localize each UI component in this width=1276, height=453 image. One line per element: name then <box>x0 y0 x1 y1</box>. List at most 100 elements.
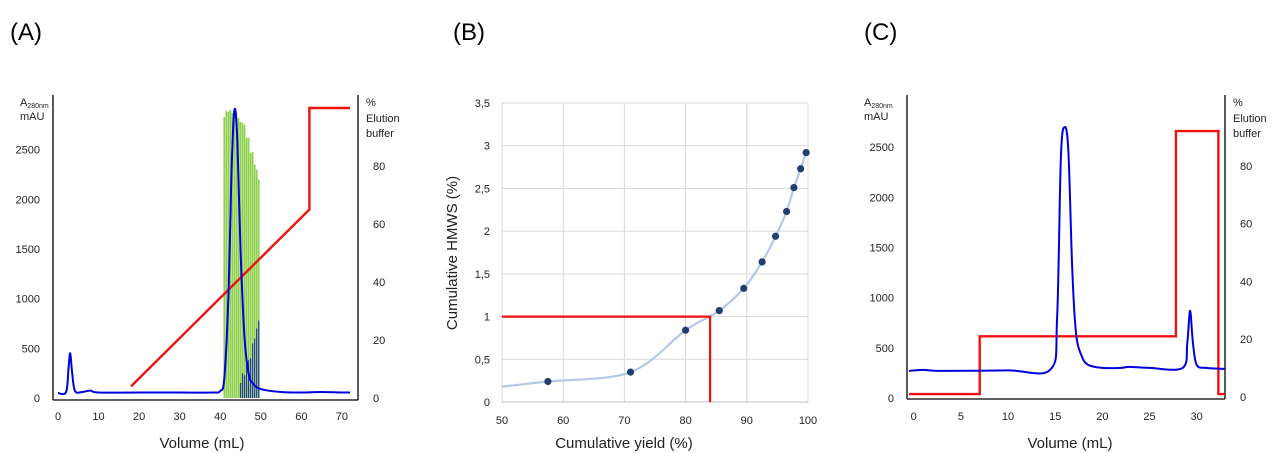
cutoff-line-b <box>502 315 712 402</box>
x-axis-label-a: Volume (mL) <box>159 435 244 452</box>
y-tick-label-b: 2,5 <box>475 183 490 195</box>
x-tick-label-a: 70 <box>336 411 348 423</box>
left-tick-label-c: 1000 <box>870 293 894 305</box>
fraction-bar-green <box>245 137 248 398</box>
data-point-b <box>782 207 791 216</box>
fraction-bar-green <box>231 112 234 398</box>
right-tick-label-a: 60 <box>373 219 385 231</box>
fraction-bar-blue <box>248 360 250 398</box>
left-axis-unit-c-1: A280nm <box>864 97 893 110</box>
chart-b: (B) 50 60 70 80 90 100 0 0,5 1 1,5 2 2,5 3 3,5 Cumula… <box>444 19 817 452</box>
data-point-b <box>758 258 766 266</box>
right-tick-label-a: 20 <box>373 335 385 347</box>
x-tick-label-a: 10 <box>92 411 104 423</box>
panel-label-a: (A) <box>10 19 42 46</box>
right-tick-label-c: 0 <box>1240 392 1246 404</box>
panel-label-b: (B) <box>453 19 485 46</box>
x-tick-label-c: 25 <box>1143 411 1155 423</box>
axes-b: 50 60 70 80 90 100 0 0,5 1 1,5 2 2,5 3 3,5 <box>475 98 817 427</box>
right-tick-label-c: 20 <box>1240 334 1252 346</box>
fraction-bar-blue <box>258 320 260 398</box>
y-tick-label-b: 3,5 <box>475 98 490 110</box>
left-tick-label-c: 500 <box>876 343 894 355</box>
x-tick-label-b: 50 <box>496 415 508 427</box>
right-tick-label-c: 60 <box>1240 219 1252 231</box>
fraction-bar-blue <box>239 383 242 398</box>
data-point-b <box>682 326 690 334</box>
fraction-bar-green <box>223 116 226 399</box>
right-axis-unit-a-2: Elution <box>366 113 400 125</box>
right-axis-unit-a-1: % <box>366 97 376 109</box>
x-tick-label-b: 80 <box>679 415 691 427</box>
fraction-bar-green <box>253 164 256 398</box>
left-tick-label-a: 1500 <box>16 244 40 256</box>
absorbance-line-c <box>908 125 1226 375</box>
fraction-bar-green <box>227 111 230 399</box>
lines-a <box>57 106 351 396</box>
fraction-bar-blue <box>245 363 248 398</box>
fraction-bar-green <box>237 117 240 398</box>
left-tick-label-a: 2500 <box>16 145 40 157</box>
right-tick-label-c: 80 <box>1240 161 1252 173</box>
lines-b <box>501 148 810 402</box>
right-tick-label-c: 40 <box>1240 276 1252 288</box>
right-axis-unit-c-1: % <box>1233 97 1243 109</box>
left-tick-label-a: 0 <box>34 393 40 405</box>
left-tick-label-c: 1500 <box>870 242 894 254</box>
y-axis-label-b: Cumulative HMWS (%) <box>444 176 461 330</box>
x-tick-label-b: 60 <box>557 415 569 427</box>
chart-a: (A) 0 10 20 30 40 50 60 70050010001500200025000… <box>10 19 400 452</box>
data-point-b <box>802 148 810 157</box>
left-tick-label-a: 500 <box>22 343 40 355</box>
axes-a: 0 10 20 30 40 50 60 70 0 500 1000 1500 2000 2500 0 20 40… <box>16 95 385 423</box>
axes-c: 0 5 10 15 20 25 30 0 500 1000 1500 2000 2500 0 20 40 60 8… <box>870 95 1252 423</box>
right-axis-unit-a-3: buffer <box>366 128 394 140</box>
x-axis-label-c: Volume (mL) <box>1027 435 1112 452</box>
fraction-bar-green <box>243 124 246 398</box>
trend-line-b <box>501 152 808 388</box>
left-tick-label-a: 2000 <box>16 194 40 206</box>
y-tick-label-b: 3 <box>484 141 490 153</box>
fraction-bar-green <box>257 179 260 398</box>
fraction-bar-green <box>251 151 254 398</box>
x-tick-label-c: 30 <box>1191 411 1203 423</box>
fraction-bar-blue <box>256 328 258 398</box>
x-axis-label-b: Cumulative yield (%) <box>555 435 693 452</box>
fraction-bar-green <box>235 111 238 399</box>
fraction-bar-green <box>255 169 258 398</box>
y-tick-label-b: 2 <box>484 226 490 238</box>
right-tick-label-a: 0 <box>373 393 379 405</box>
y-tick-label-b: 0 <box>484 397 490 409</box>
lines-c <box>908 125 1226 396</box>
data-point-b <box>797 165 805 173</box>
x-tick-label-a: 30 <box>174 411 186 423</box>
elution-gradient-line-c <box>909 129 1225 396</box>
panel-label-c: (C) <box>864 19 897 46</box>
left-axis-unit-a-2: mAU <box>20 111 45 123</box>
y-tick-label-b: 1,5 <box>475 269 490 281</box>
x-tick-label-a: 40 <box>214 411 226 423</box>
x-tick-label-c: 5 <box>958 411 964 423</box>
fraction-bar-green <box>249 152 252 398</box>
x-tick-label-a: 60 <box>295 411 307 423</box>
left-tick-label-c: 2000 <box>870 192 894 204</box>
x-tick-label-a: 0 <box>55 411 61 423</box>
fraction-bar-green <box>241 122 244 398</box>
left-tick-label-c: 0 <box>888 393 894 405</box>
fraction-bar-blue <box>241 373 244 398</box>
fraction-bar-green <box>225 110 228 398</box>
fraction-bar-green <box>247 137 250 398</box>
data-point-b <box>544 377 552 386</box>
data-point-b <box>790 183 798 192</box>
x-tick-label-b: 70 <box>618 415 630 427</box>
x-tick-label-a: 50 <box>255 411 267 423</box>
elution-gradient-line-a <box>130 106 350 388</box>
data-point-b <box>715 306 723 315</box>
data-point-b <box>771 232 780 240</box>
chart-c: (C) 0 5 10 15 20 25 30 0 500 1000 1500 2000 2500 0 20 4… <box>864 19 1267 452</box>
x-tick-label-c: 10 <box>1002 411 1014 423</box>
right-axis-unit-c-2: Elution <box>1233 113 1267 125</box>
fraction-bar-blue <box>252 343 254 398</box>
left-axis-unit-c-2: mAU <box>864 111 889 123</box>
